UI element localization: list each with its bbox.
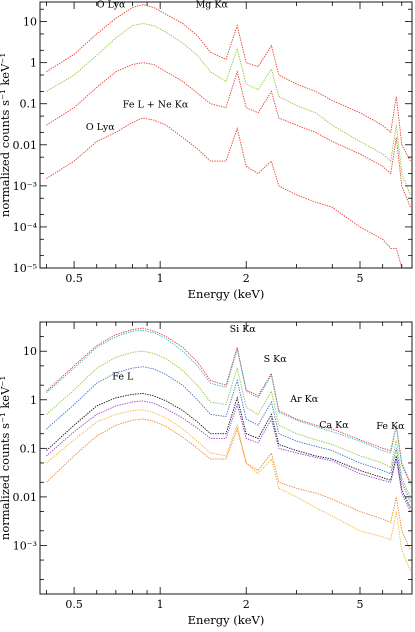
y-tick-label: 1 (30, 394, 37, 407)
y-tick-label: 0.01 (13, 491, 38, 504)
x-tick-label: 0.5 (65, 272, 83, 285)
series-7-line (46, 409, 411, 571)
x-axis-label: Energy (keV) (188, 613, 265, 627)
line-annotation: Fe Kα (376, 421, 405, 432)
series-4-line (46, 117, 403, 269)
x-tick-label: 2 (243, 272, 250, 285)
line-annotation: Ca Kα (319, 420, 349, 431)
y-tick-label: 10⁻⁵ (13, 262, 37, 275)
line-annotation: Ar Kα (289, 394, 319, 405)
series-2-line (46, 329, 411, 485)
x-tick-label: 0.5 (65, 598, 83, 611)
y-tick-label: 0.1 (20, 442, 38, 455)
line-annotation: O Lyα (86, 122, 115, 133)
plot-frame (39, 321, 413, 595)
top-spectrum-panel: 0.5 1 2 5 10 1 0.1 0.01 10⁻³ 10⁻⁴ 10⁻⁵ Energy (keV)… (0, 0, 413, 301)
y-tick-label: 10⁻³ (13, 180, 37, 193)
series-6-line (46, 400, 411, 512)
x-axis-label: Energy (keV) (188, 287, 265, 301)
y-tick-label: 0.01 (13, 139, 38, 152)
series-3-line (46, 62, 411, 208)
x-tick-label: 1 (157, 598, 164, 611)
line-annotation: Fe L + Ne Kα (123, 100, 189, 111)
y-tick-label: 0.1 (20, 98, 38, 111)
x-tick-label: 2 (243, 598, 250, 611)
y-tick-label: 10 (23, 16, 37, 29)
series-3-line (46, 350, 411, 498)
x-tick-label: 1 (157, 272, 164, 285)
series-8-line (46, 418, 411, 551)
line-annotation: O Lyα (97, 0, 126, 11)
line-annotation: Fe L (112, 372, 134, 383)
x-tick-label: 5 (357, 598, 364, 611)
series-1-line (46, 4, 411, 162)
series-4-line (46, 366, 411, 502)
y-axis-label: normalized counts s⁻¹ keV⁻¹ (0, 53, 12, 217)
y-axis-label: normalized counts s⁻¹ keV⁻¹ (0, 376, 12, 540)
series-1-line (46, 327, 411, 483)
line-annotation: Si Kα (230, 324, 257, 335)
series-2-line (46, 23, 411, 196)
y-tick-label: 1 (30, 57, 37, 70)
x-tick-label: 5 (357, 272, 364, 285)
plot-frame (39, 1, 413, 269)
y-tick-label: 10⁻⁴ (13, 221, 38, 234)
y-tick-label: 10 (23, 345, 37, 358)
bottom-spectrum-panel: 0.5 1 2 5 10 1 0.1 0.01 10⁻³ Energy (keV) normaliz… (0, 321, 413, 627)
line-annotation: S Kα (264, 354, 288, 365)
line-annotation: Mg Kα (196, 0, 229, 11)
y-tick-label: 10⁻³ (13, 539, 37, 552)
